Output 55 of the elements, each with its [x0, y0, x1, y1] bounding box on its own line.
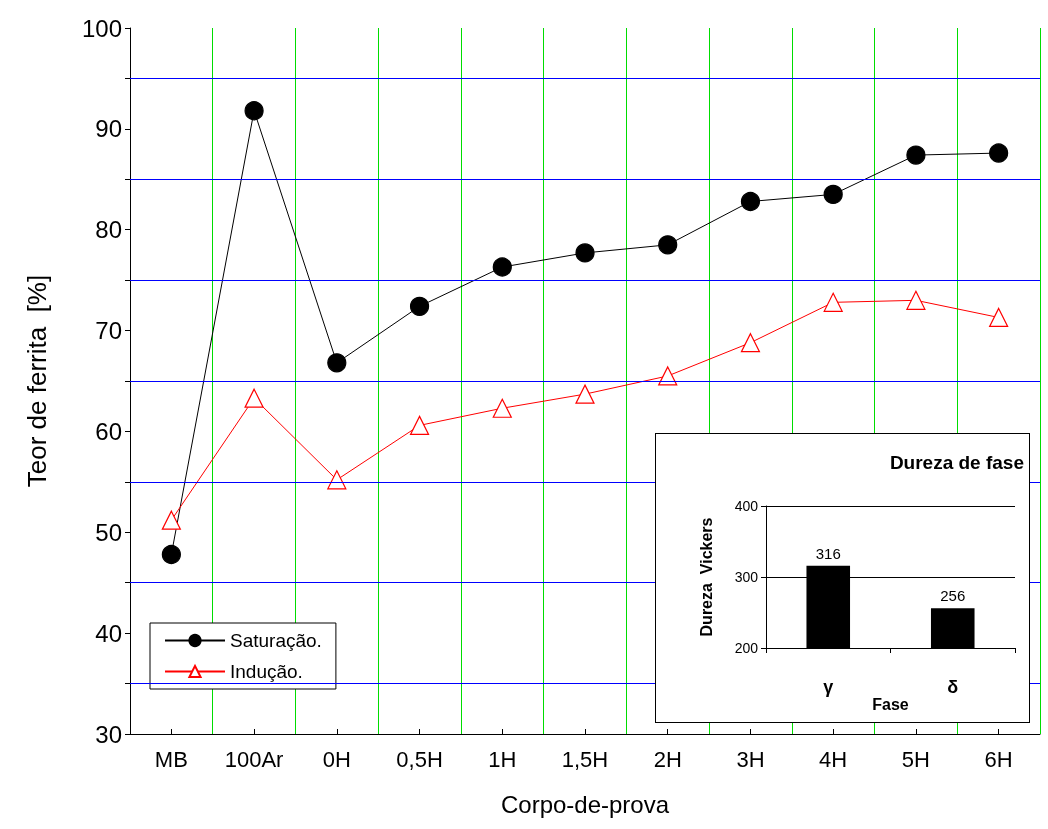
point — [575, 243, 595, 263]
x-tick-label: δ — [947, 677, 959, 697]
x-tick-label: 0H — [322, 746, 351, 772]
point — [244, 388, 264, 408]
y-tick-label: 50 — [95, 518, 122, 546]
y-axis-title: Teor de ferrita [%] — [22, 274, 52, 488]
point — [906, 145, 926, 165]
point — [823, 184, 843, 205]
point — [161, 544, 181, 565]
point — [244, 101, 264, 121]
x-tick-label: 6H — [984, 746, 1013, 772]
point — [740, 191, 761, 212]
point — [989, 307, 1009, 328]
x-tick-label: MB — [154, 746, 188, 772]
x-axis-title: Fase — [872, 696, 909, 714]
x-tick-label: 2H — [653, 746, 682, 772]
x-tick-label: 5H — [901, 746, 930, 772]
x-tick-label: 100Ar — [224, 746, 284, 772]
y-tick-label: 80 — [95, 216, 122, 244]
x-tick-label: 3H — [736, 746, 765, 772]
data-label: 316 — [815, 544, 841, 562]
point — [409, 296, 430, 316]
y-axis-title: Dureza Vickers — [697, 517, 715, 637]
x-axis-title: Corpo-de-prova — [500, 790, 670, 818]
point — [161, 510, 181, 530]
x-tick-label: 0,5H — [396, 746, 443, 772]
point — [492, 398, 512, 418]
point — [492, 257, 512, 277]
y-tick-label: 200 — [734, 640, 759, 656]
legend-label: Saturação. — [230, 630, 322, 651]
y-tick-label: 70 — [95, 317, 122, 345]
y-tick-label: 90 — [95, 115, 122, 143]
point — [658, 235, 678, 255]
data-label: 256 — [940, 587, 966, 605]
point — [989, 143, 1009, 163]
x-tick-label: γ — [823, 677, 834, 697]
point — [409, 415, 430, 435]
point — [823, 292, 843, 312]
y-tick-label: 30 — [95, 720, 122, 748]
point — [327, 470, 347, 490]
y-tick-label: 100 — [81, 14, 122, 42]
x-tick-label: 1,5H — [561, 746, 609, 772]
point — [327, 353, 347, 373]
x-tick-label: 4H — [819, 746, 848, 772]
x-tick-label: 1H — [488, 746, 517, 772]
point — [906, 290, 926, 310]
chart-title: Dureza de fase — [889, 452, 1024, 473]
point — [575, 384, 595, 404]
point — [658, 366, 678, 386]
y-tick-label: 40 — [95, 619, 122, 647]
y-tick-label: 60 — [95, 417, 122, 445]
y-tick-label: 400 — [734, 498, 759, 514]
point — [740, 333, 761, 353]
legend-label: Indução. — [230, 661, 303, 682]
y-tick-label: 300 — [734, 569, 759, 585]
